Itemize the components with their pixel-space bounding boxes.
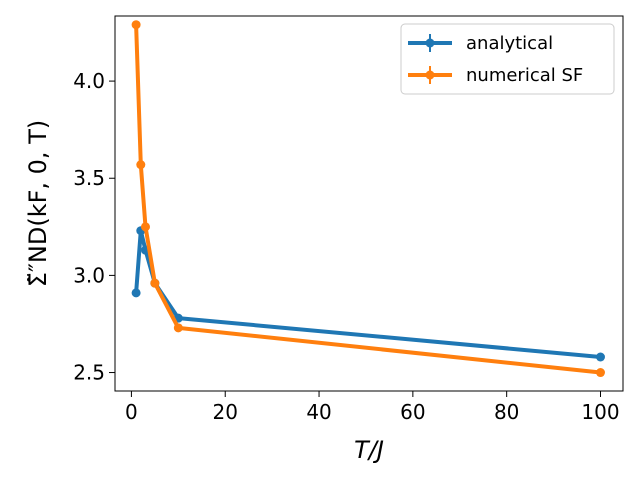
x-tick-label: 40	[306, 400, 331, 424]
legend-label-analytical: analytical	[466, 33, 553, 54]
legend-marker-numerical-sf	[425, 70, 435, 80]
plot-frame	[114, 15, 624, 392]
data-point-numerical-sf	[595, 368, 605, 378]
data-point-numerical-sf	[131, 20, 141, 30]
data-point-numerical-sf	[150, 278, 160, 288]
data-point-numerical-sf	[136, 160, 146, 170]
series-line-numerical-sf	[134, 24, 601, 375]
x-axis-ticks: 0 20 40 60 80 100	[125, 391, 620, 424]
y-axis-label: Σ̃″ND(kF, 0, T)	[24, 120, 52, 287]
y-tick-label: 4.0	[73, 69, 105, 93]
y-tick-label: 3.5	[73, 166, 105, 190]
x-tick-label: 60	[400, 400, 425, 424]
x-tick-label: 80	[494, 400, 519, 424]
legend-entry-numerical-sf: numerical SF	[408, 65, 583, 86]
series-layer	[131, 20, 605, 378]
data-point-analytical	[131, 288, 141, 298]
series-numerical-sf	[131, 20, 605, 378]
x-tick-label: 0	[125, 400, 138, 424]
data-point-numerical-sf	[173, 323, 183, 333]
x-tick-label: 100	[581, 400, 619, 424]
data-point-numerical-sf	[140, 222, 150, 232]
x-tick-label: 20	[213, 400, 238, 424]
legend-box	[400, 23, 615, 95]
legend: analytical numerical SF	[400, 23, 615, 95]
legend-marker-analytical	[425, 38, 435, 48]
y-axis-ticks: 2.5 3.0 3.5 4.0	[73, 69, 115, 385]
x-axis-label: T/J	[354, 436, 384, 464]
y-tick-label: 3.0	[73, 263, 105, 287]
legend-label-numerical-sf: numerical SF	[466, 65, 583, 86]
data-point-analytical	[595, 352, 605, 362]
y-tick-label: 2.5	[73, 361, 105, 385]
legend-entry-analytical: analytical	[408, 33, 553, 54]
